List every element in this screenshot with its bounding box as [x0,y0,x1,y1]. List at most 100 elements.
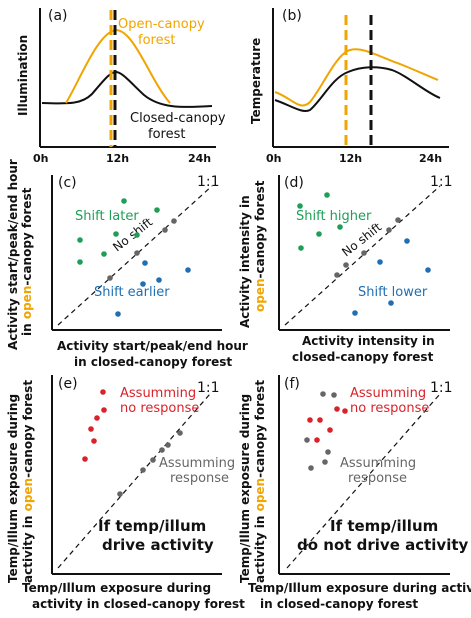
panel-c-xlabel-2: in closed-canopy forest [74,355,232,369]
panel-f-point-no-response [327,427,333,433]
panel-c-tag: (c) [58,175,77,191]
panel-f-point-no-response [314,437,320,443]
panel-d-point-lower [377,259,383,265]
panel-d-tag: (d) [284,175,304,191]
panel-d-ylabel-2: open-canopy forest [253,180,267,312]
panel-e-point-response [150,457,156,463]
panel-e-ylabel-1: Temp/Illum exposure during [6,394,20,583]
panel-e-point-no-response [94,415,100,421]
panel-d-point-no-shift [395,217,401,223]
panel-f-points [304,391,348,471]
panel-c-point-later [113,231,119,237]
panel-f-no-response-label-2: no response [350,401,429,416]
panel-b-tag: (b) [282,8,302,24]
panel-a-tick-12: 12h [106,152,129,165]
panel-f-response-label-1: Assumming [340,456,416,471]
panel-c-point-no-shift [171,218,177,224]
panel-c-ylabel-1: Activity start/peak/end hour [6,159,20,350]
panel-c-point-later [101,251,107,257]
panel-d-point-higher [297,203,303,209]
panel-a-tag: (a) [48,8,68,24]
panel-d-point-lower [352,310,358,316]
panel-f: (f) 1:1 Temp/Illum exposure during activ… [238,375,471,611]
panel-e-xlabel-1: Temp/Illum exposure during [22,581,211,595]
panel-f-point-gray [320,391,326,397]
panel-e-no-response-label-2: no response [120,401,199,416]
panel-f-point-no-response [307,417,313,423]
panel-c-point-later [154,207,160,213]
panel-e-one-to-one: 1:1 [197,380,220,396]
panel-e-points [82,389,183,497]
panel-d-shift-higher-label: Shift higher [296,209,372,224]
panel-f-point-gray [325,449,331,455]
panel-d-point-higher [324,192,330,198]
panel-b: (b) Temperature 0h 12h 24h [249,8,449,165]
panel-f-caption-2: do not drive activity [297,536,469,554]
panel-d-point-higher [298,245,304,251]
panel-f-point-no-response [334,406,340,412]
panel-b-open-curve [274,48,439,107]
panel-c-ylabel-2: in open-canopy forest [20,187,34,336]
panel-a-tick-0: 0h [33,152,49,165]
panel-e-point-response [165,442,171,448]
panel-f-ylabel-1: Temp/Illum exposure during [238,394,252,583]
panel-f-caption-1: If temp/illum [330,517,438,535]
panel-f-point-gray [322,459,328,465]
panel-c-point-later [77,237,83,243]
panel-e-point-no-response [82,456,88,462]
panel-d-ylabel-1: Activity intensity in [238,195,252,328]
panel-c-xlabel-1: Activity start/peak/end hour [57,339,248,353]
panel-e-response-label-1: Assumming [159,456,235,471]
panel-d-point-no-shift [334,272,340,278]
panel-a-closed-label-2: forest [148,127,185,142]
panel-d-point-lower [388,300,394,306]
panel-c-point-no-shift [107,275,113,281]
panel-d-point-lower [425,267,431,273]
panel-c-point-later [77,259,83,265]
panel-a-open-label-2: forest [138,33,175,48]
panel-c-point-no-shift [134,250,140,256]
panel-c-point-later [121,198,127,204]
panel-e-point-response [177,430,183,436]
panel-e-point-no-response [101,407,107,413]
panel-f-response-label-2: response [348,471,407,486]
panel-e-point-no-response [88,426,94,432]
panel-d-point-no-shift [343,262,349,268]
panel-e-no-response-label-1: Assumming [120,386,196,401]
panel-f-point-no-response [317,417,323,423]
panel-c-point-earlier [140,281,146,287]
panel-f-one-to-one: 1:1 [430,380,453,396]
panel-f-no-response-label-1: Assumming [350,386,426,401]
panel-c-point-earlier [142,260,148,266]
panel-f-one-to-one-line [286,393,441,569]
panel-c: (c) 1:1 Activity start/peak/end hour in … [6,159,248,369]
panel-c-one-to-one: 1:1 [197,174,220,190]
panel-a-closed-label-1: Closed-canopy [130,111,226,126]
panel-d-one-to-one-line [284,185,441,326]
panel-a-ylabel: Illumination [16,35,30,116]
panel-e-point-response [117,491,123,497]
panel-b-tick-0: 0h [266,152,282,165]
panel-d-point-no-shift [386,227,392,233]
panel-b-ylabel: Temperature [249,38,263,124]
panel-f-point-gray [304,437,310,443]
panel-e: (e) 1:1 Temp/Illum exposure during activ… [6,375,245,611]
panel-e-point-no-response [100,389,106,395]
panel-d-xlabel-2: closed-canopy forest [292,350,434,364]
panel-c-one-to-one-line [57,185,213,326]
panel-c-point-later [134,232,140,238]
panel-e-caption-2: drive activity [102,536,214,554]
panel-f-point-no-response [342,408,348,414]
panel-f-ylabel-2: activity in open-canopy forest [253,380,267,583]
panel-f-point-gray [308,465,314,471]
panel-d-point-higher [316,231,322,237]
panel-e-point-no-response [91,438,97,444]
panel-d-point-no-shift [361,250,367,256]
panel-d-point-higher [337,224,343,230]
panel-d-points [297,192,431,316]
panel-d-one-to-one: 1:1 [430,174,453,190]
panel-c-point-earlier [156,277,162,283]
panel-a: (a) Illumination Open-canopy forest Clos… [16,8,226,165]
panel-c-shift-later-label: Shift later [75,209,139,224]
panel-c-point-no-shift [162,227,168,233]
